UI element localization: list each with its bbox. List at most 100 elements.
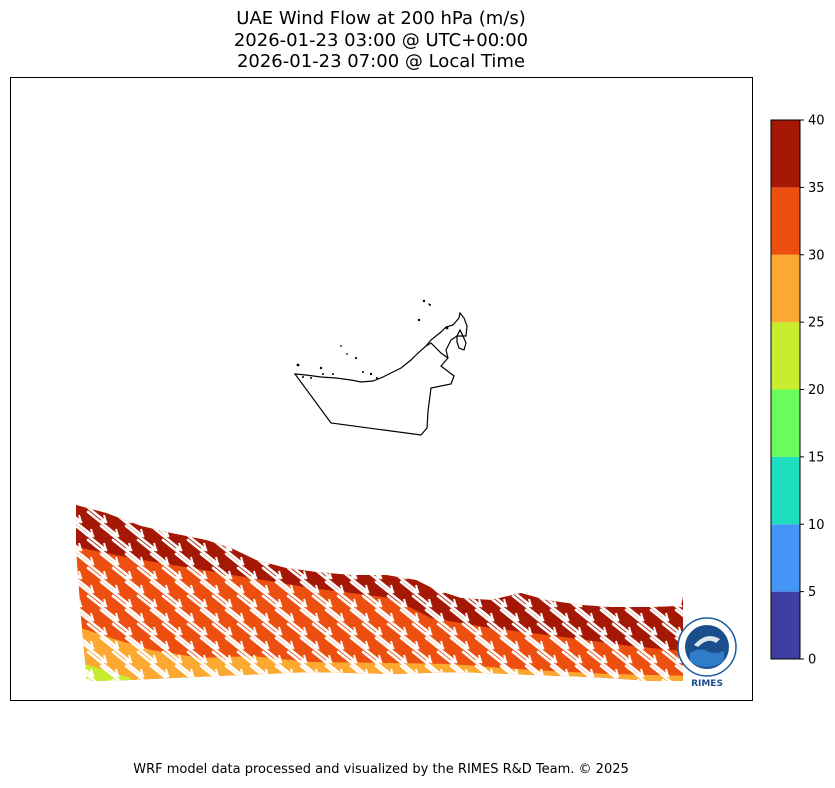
wind-arrow — [286, 622, 320, 650]
wind-arrow — [174, 552, 208, 580]
wind-arrow-head — [449, 683, 456, 690]
wind-arrow-head — [560, 528, 570, 538]
wind-arrow — [611, 622, 645, 650]
wind-arrow — [674, 664, 683, 681]
wind-arrow-head — [699, 543, 706, 550]
wind-arrow — [399, 552, 433, 580]
wind-arrow — [549, 524, 583, 552]
wind-arrow — [486, 566, 520, 594]
wind-arrow — [311, 594, 345, 622]
wind-arrow — [149, 664, 183, 681]
wind-arrow — [161, 622, 195, 650]
wind-arrow-head — [74, 683, 81, 690]
wind-arrow — [424, 636, 458, 664]
wind-arrow — [361, 538, 395, 566]
wind-arrow — [324, 636, 358, 664]
wind-arrow — [286, 538, 320, 566]
wind-arrow — [461, 510, 495, 538]
wind-arrow — [561, 538, 595, 566]
wind-arrow — [661, 566, 683, 594]
wind-arrow — [688, 540, 718, 564]
wind-arrow — [674, 608, 683, 636]
wind-arrow — [224, 580, 258, 608]
wind-arrow-head — [174, 683, 181, 690]
wind-arrow-head — [560, 556, 570, 566]
wind-arrow — [86, 650, 120, 678]
wind-arrow-head — [524, 683, 531, 690]
wind-arrow-head — [86, 697, 93, 701]
wind-arrow — [86, 566, 120, 594]
wind-arrow — [636, 622, 670, 650]
wind-arrow — [149, 505, 183, 524]
wind-arrow-head — [523, 542, 533, 552]
wind-arrow — [436, 510, 470, 538]
wind-arrow — [236, 566, 270, 594]
wind-arrow-head — [610, 528, 620, 538]
wind-arrow — [474, 636, 508, 664]
wind-arrow — [186, 622, 220, 650]
wind-arrow — [424, 505, 458, 524]
wind-arrow — [249, 505, 283, 524]
wind-arrow-head — [510, 556, 520, 566]
wind-arrow — [324, 524, 358, 552]
wind-arrow — [286, 510, 320, 538]
wind-arrow — [76, 580, 83, 608]
wind-arrow-head — [673, 598, 683, 608]
wind-arrow — [636, 650, 670, 678]
wind-arrow-head — [510, 528, 520, 538]
wind-arrow — [99, 664, 133, 681]
wind-arrow — [349, 524, 383, 552]
wind-arrow — [261, 622, 295, 650]
wind-arrow — [124, 524, 158, 552]
wind-arrow-head — [436, 697, 443, 701]
wind-arrow — [274, 636, 308, 664]
wind-arrow — [186, 594, 220, 622]
wind-arrow — [524, 636, 558, 664]
wind-arrow — [111, 678, 145, 681]
wind-arrow-head — [686, 585, 693, 592]
wind-arrow-head — [285, 556, 295, 566]
wind-arrow — [76, 636, 83, 664]
wind-arrow — [586, 566, 620, 594]
wind-arrow-head — [648, 570, 658, 580]
wind-arrow — [211, 650, 245, 678]
wind-arrow — [324, 505, 358, 524]
wind-arrow-head — [585, 584, 595, 594]
wind-arrow-head — [198, 514, 208, 524]
wind-arrow — [76, 552, 83, 580]
wind-arrow — [286, 678, 320, 681]
wind-arrow-head — [161, 697, 168, 701]
wind-arrow — [336, 622, 370, 650]
wind-arrow — [574, 608, 608, 636]
wind-arrow — [311, 650, 345, 678]
wind-arrow — [249, 636, 283, 664]
wind-arrow-head — [660, 528, 670, 538]
wind-arrow-head — [535, 556, 545, 566]
wind-arrow-head — [348, 514, 358, 524]
wind-arrow-head — [324, 683, 331, 690]
wind-arrow-head — [560, 584, 570, 594]
wind-arrow-head — [711, 557, 718, 564]
wind-arrow — [211, 538, 245, 566]
wind-arrow — [399, 505, 433, 524]
colorbar-tick-label: 20 — [808, 383, 825, 398]
wind-arrow — [99, 524, 133, 552]
wind-arrow — [424, 552, 458, 580]
wind-arrow — [361, 510, 395, 538]
wind-arrow — [611, 650, 645, 678]
wind-arrow — [76, 580, 108, 608]
wind-arrow — [524, 524, 558, 552]
wind-arrow — [499, 505, 533, 524]
wind-arrow — [449, 552, 483, 580]
wind-arrow — [661, 622, 683, 650]
wind-arrow — [224, 636, 258, 664]
uae-outline — [293, 311, 468, 436]
wind-arrow — [449, 505, 483, 524]
wind-arrow-head — [210, 528, 220, 538]
colorbar-level-10-15 — [771, 456, 800, 525]
wind-arrow-head — [273, 514, 283, 524]
wind-arrow-head — [473, 514, 483, 524]
wind-arrow — [436, 566, 470, 594]
wind-arrow — [511, 594, 545, 622]
wind-arrow — [424, 608, 458, 636]
